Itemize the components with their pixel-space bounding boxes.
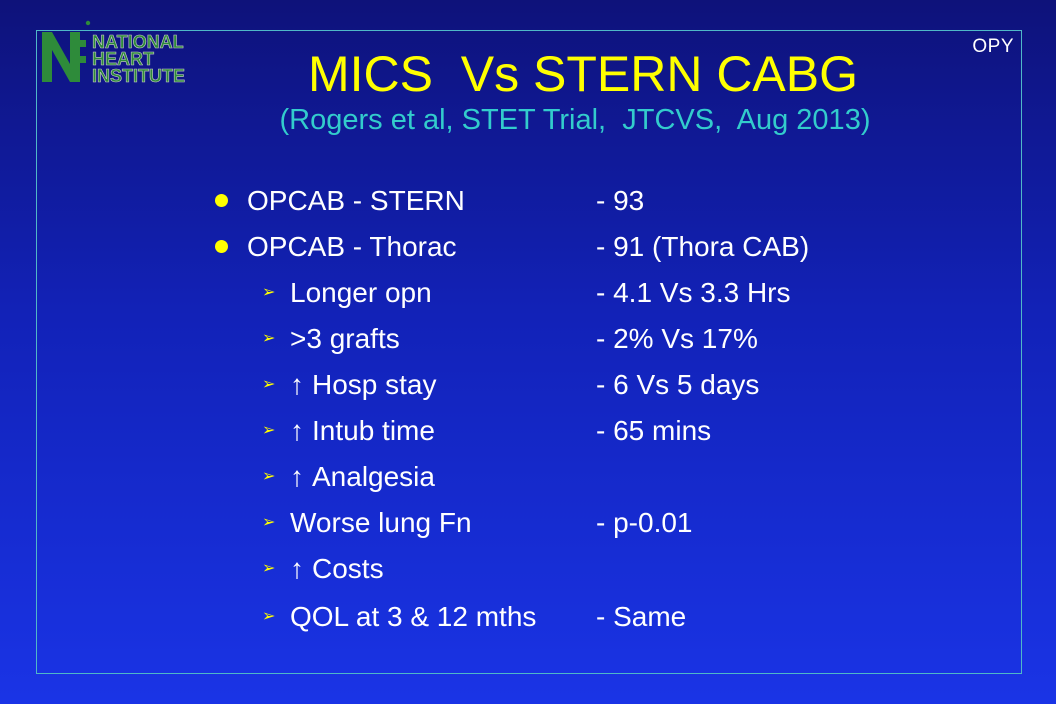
logo-line-3: INSTITUTE	[92, 66, 185, 86]
item-label: Intub time	[312, 415, 435, 446]
slide-title: MICS Vs STERN CABG	[307, 46, 859, 102]
bullet-dot-icon	[215, 240, 228, 253]
list-item: ➢ Longer opn - 4.1 Vs 3.3 Hrs	[0, 273, 1056, 313]
item-label: OPCAB - STERN	[247, 185, 465, 216]
item-label: OPCAB - Thorac	[247, 231, 457, 262]
item-label: Longer opn	[290, 277, 432, 308]
item-value: - 65 mins	[596, 415, 712, 446]
slide-subtitle: (Rogers et al, STET Trial, JTCVS, Aug 20…	[279, 104, 871, 136]
list-item: ➢ QOL at 3 & 12 mths - Same	[0, 597, 1056, 637]
list-item: OPCAB - Thorac - 91 (Thora CAB)	[0, 227, 1056, 267]
arrow-bullet-icon: ➢	[262, 284, 276, 301]
item-label: >3 grafts	[290, 323, 400, 354]
list-item: ➢ ↑ Analgesia	[0, 457, 1056, 497]
item-value: - 6 Vs 5 days	[596, 369, 760, 400]
arrow-bullet-icon: ➢	[262, 514, 276, 531]
list-item: ➢ ↑ Costs	[0, 549, 1056, 589]
item-value: - 4.1 Vs 3.3 Hrs	[596, 277, 791, 308]
item-value: - 93	[596, 185, 645, 216]
up-arrow-icon: ↑	[290, 369, 304, 400]
arrow-bullet-icon: ➢	[262, 608, 276, 625]
arrow-bullet-icon: ➢	[262, 560, 276, 577]
item-label: Costs	[312, 553, 384, 584]
list-item: ➢ >3 grafts - 2% Vs 17%	[0, 319, 1056, 359]
logo-line-2: HEART	[92, 49, 154, 69]
arrow-bullet-icon: ➢	[262, 330, 276, 347]
list-item: ➢ ↑ Hosp stay - 6 Vs 5 days	[0, 365, 1056, 405]
item-label: Hosp stay	[312, 369, 437, 400]
arrow-bullet-icon: ➢	[262, 468, 276, 485]
item-value: - p-0.01	[596, 507, 693, 538]
slide-frame	[36, 30, 1022, 674]
list-item: ➢ Worse lung Fn - p-0.01	[0, 503, 1056, 543]
item-label: Analgesia	[312, 461, 435, 492]
logo-line-1: NATIONAL	[92, 32, 184, 52]
up-arrow-icon: ↑	[290, 415, 304, 446]
item-label: Worse lung Fn	[290, 507, 472, 538]
up-arrow-icon: ↑	[290, 461, 304, 492]
arrow-bullet-icon: ➢	[262, 376, 276, 393]
corner-label: OPY	[972, 36, 1014, 57]
arrow-bullet-icon: ➢	[262, 422, 276, 439]
list-item: OPCAB - STERN - 93	[0, 181, 1056, 221]
item-value: - 91 (Thora CAB)	[596, 231, 810, 262]
item-value: - 2% Vs 17%	[596, 323, 758, 354]
item-value: - Same	[596, 601, 687, 632]
national-heart-institute-logo: NATIONAL HEART INSTITUTE	[42, 20, 185, 86]
item-label: QOL at 3 & 12 mths	[290, 601, 537, 632]
list-item: ➢ ↑ Intub time - 65 mins	[0, 411, 1056, 451]
up-arrow-icon: ↑	[290, 553, 304, 584]
bullet-dot-icon	[215, 194, 228, 207]
